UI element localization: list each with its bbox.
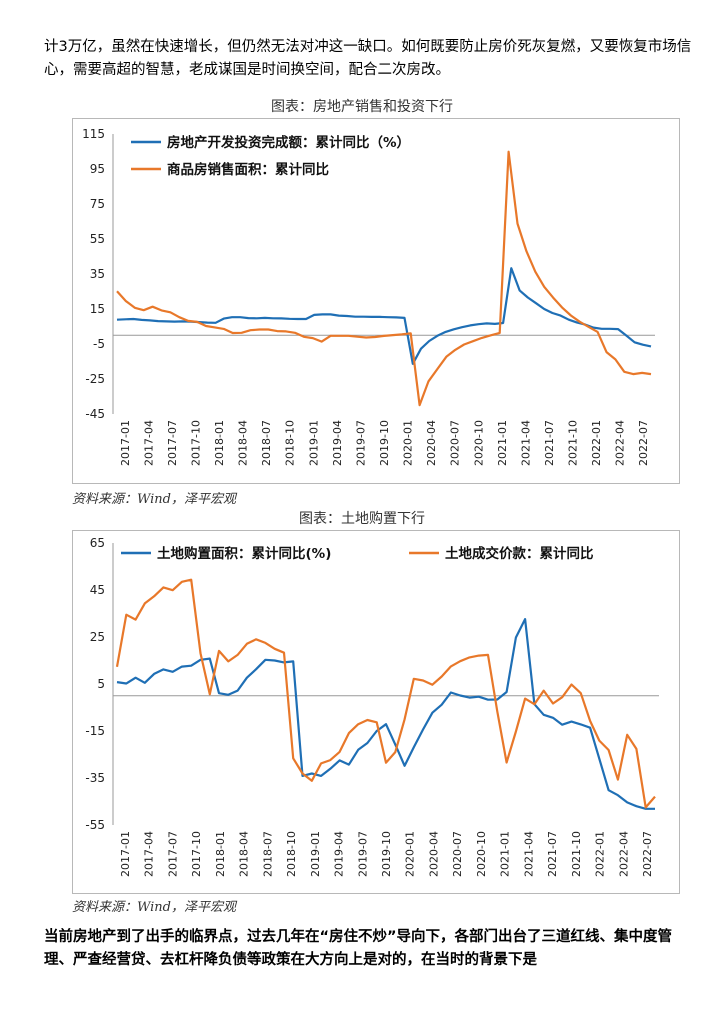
chart1-x-tick: 2019-01	[307, 420, 320, 466]
chart1-series-2-line	[116, 150, 652, 407]
chart2-y-tick: -35	[85, 771, 105, 785]
chart1-x-tick: 2020-07	[449, 420, 462, 466]
chart2-series-2-line	[115, 578, 656, 809]
chart1-x-tick: 2020-01	[402, 420, 415, 466]
chart1-svg: 115 95 75 55 35 15 -5 -25 -45 2017-01 2017-04 2017-…	[82, 127, 655, 466]
chart1-x-tick: 2019-10	[378, 420, 391, 466]
chart1-x-tick: 2020-10	[472, 420, 485, 466]
chart2-x-tick: 2020-01	[404, 831, 417, 877]
chart2-x-tick: 2018-07	[261, 831, 274, 877]
chart1-x-tick: 2017-04	[142, 420, 155, 466]
body-paragraph-top: 计3万亿，虽然在快速增长，但仍然无法对冲这一缺口。如何既要防止房价死灰复燃，又要…	[44, 39, 692, 78]
chart1-y-tick: -5	[93, 337, 105, 351]
chart2-x-tick: 2019-04	[333, 831, 346, 877]
chart2-x-tick: 2020-10	[475, 831, 488, 877]
chart2-x-tick: 2020-04	[427, 831, 440, 877]
chart2-y-tick: 65	[90, 536, 105, 550]
chart2-source: 资料来源：Wind，泽平宏观	[72, 900, 236, 915]
chart1-x-tick: 2018-01	[213, 420, 226, 466]
chart1-x-tick: 2018-07	[260, 420, 273, 466]
chart1-x-tick: 2017-01	[119, 420, 132, 466]
chart2-svg: 65 45 25 5 -15 -35 -55 2017-01 2017-04 2017-07 201…	[85, 536, 659, 877]
chart2-title: 图表：土地购置下行	[299, 511, 425, 527]
chart1-x-tick: 2021-10	[567, 420, 580, 466]
chart1-y-tick: 75	[90, 197, 105, 211]
chart2-x-tick: 2022-07	[641, 831, 654, 877]
chart1-x-tick: 2019-07	[354, 420, 367, 466]
chart1-title: 图表：房地产销售和投资下行	[271, 99, 453, 115]
chart2-x-tick: 2018-01	[214, 831, 227, 877]
chart1-x-tick: 2022-07	[637, 420, 650, 466]
chart1-x-tick: 2022-04	[614, 420, 627, 466]
chart1-y-tick: 15	[90, 302, 105, 316]
chart2-x-tick: 2019-07	[356, 831, 369, 877]
chart1-x-tick: 2022-01	[590, 420, 603, 466]
chart1-x-tick: 2017-07	[166, 420, 179, 466]
chart1-series-1-line	[116, 267, 652, 365]
chart1-source: 资料来源：Wind，泽平宏观	[72, 492, 236, 507]
chart2-series-1-line	[116, 617, 655, 810]
chart2-x-tick: 2020-07	[451, 831, 464, 877]
chart2-y-tick: 25	[90, 630, 105, 644]
chart2-x-tick: 2022-04	[617, 831, 630, 877]
chart2-legend-2-label: 土地成交价款：累计同比	[445, 545, 594, 562]
chart1-legend-1-label: 房地产开发投资完成额：累计同比（%）	[167, 134, 410, 151]
chart1-y-tick: 55	[90, 232, 105, 246]
chart2-x-tick: 2021-10	[570, 831, 583, 877]
chart2-y-tick: 45	[90, 583, 105, 597]
chart2-y-tick: -55	[85, 818, 105, 832]
chart1-x-tick: 2017-10	[189, 420, 202, 466]
chart2-y-tick: -15	[85, 724, 105, 738]
chart1-x-tick: 2021-01	[496, 420, 509, 466]
chart2-x-tick: 2022-01	[594, 831, 607, 877]
chart1-y-tick: 35	[90, 267, 105, 281]
chart2-x-tick: 2019-01	[309, 831, 322, 877]
chart2-x-tick: 2017-04	[143, 831, 156, 877]
chart2-x-tick: 2018-10	[285, 831, 298, 877]
chart1-x-tick: 2018-10	[284, 420, 297, 466]
chart1-y-tick: -25	[85, 372, 105, 386]
chart1-frame: 115 95 75 55 35 15 -5 -25 -45 2017-01 2017-04 2017-…	[72, 118, 680, 484]
chart2-legend-1-label: 土地购置面积：累计同比(%)	[157, 545, 331, 562]
chart2-x-tick: 2021-04	[522, 831, 535, 877]
chart1-legend-2-label: 商品房销售面积：累计同比	[167, 161, 329, 178]
chart2-x-tick: 2021-07	[546, 831, 559, 877]
chart1-x-tick: 2021-04	[519, 420, 532, 466]
chart1-x-tick: 2018-04	[237, 420, 250, 466]
chart2-y-tick: 5	[97, 677, 105, 691]
chart2-frame: 65 45 25 5 -15 -35 -55 2017-01 2017-04 2017-07 201…	[72, 530, 680, 894]
chart2-x-tick: 2021-01	[499, 831, 512, 877]
chart1-x-tick: 2021-07	[543, 420, 556, 466]
chart2-x-tick: 2017-01	[119, 831, 132, 877]
chart2-x-tick: 2017-10	[190, 831, 203, 877]
chart1-x-tick: 2019-04	[331, 420, 344, 466]
chart2-x-tick: 2017-07	[166, 831, 179, 877]
chart1-y-tick: -45	[85, 407, 105, 421]
chart1-x-tick: 2020-04	[425, 420, 438, 466]
chart1-y-tick: 95	[90, 162, 105, 176]
chart2-x-tick: 2019-10	[380, 831, 393, 877]
chart2-x-tick: 2018-04	[238, 831, 251, 877]
body-paragraph-bottom: 当前房地产到了出手的临界点，过去几年在“房住不炒”导向下，各部门出台了三道红线、…	[44, 929, 673, 968]
chart1-y-tick: 115	[82, 127, 105, 141]
